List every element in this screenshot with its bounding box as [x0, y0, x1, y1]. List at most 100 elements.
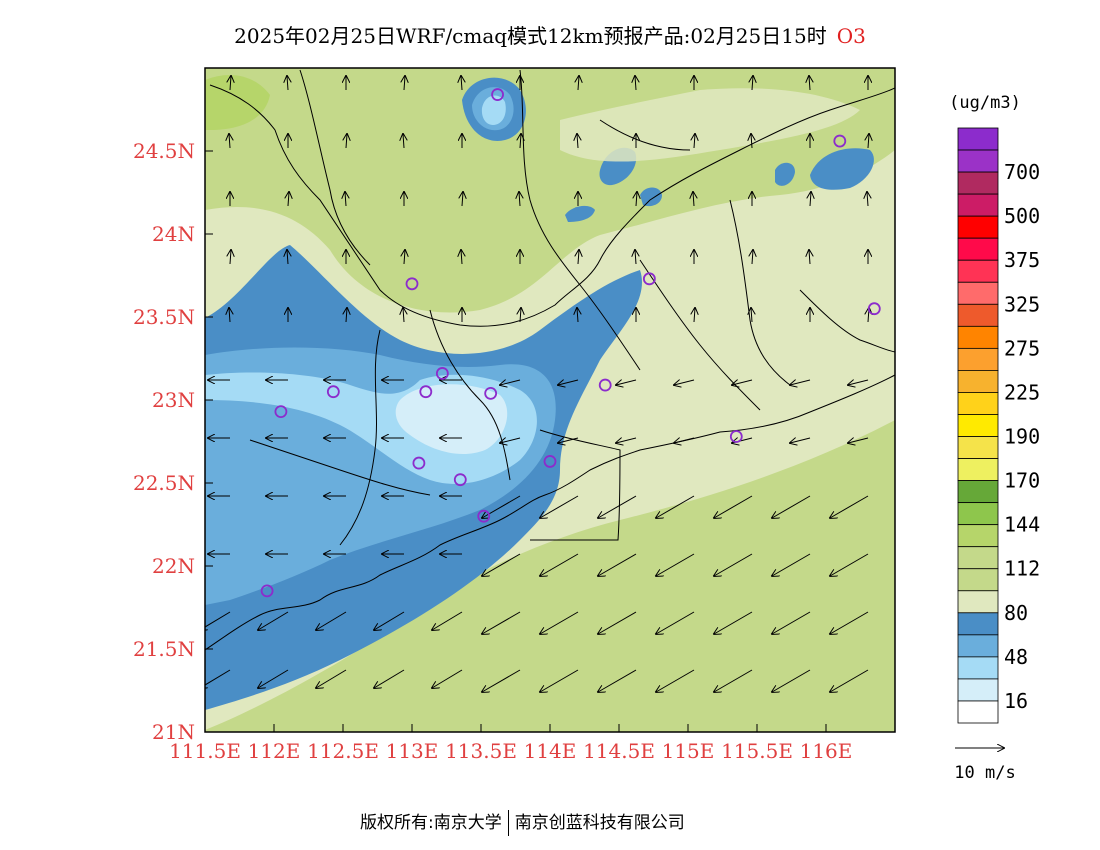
- station-marker: [833, 134, 847, 148]
- wind-arrow: [752, 250, 753, 265]
- y-tick-label: 23.5N: [133, 305, 195, 329]
- station-marker: [412, 456, 426, 470]
- x-tick-label: 112E: [248, 739, 301, 763]
- county-line-3: [639, 259, 761, 411]
- wind-arrow: [772, 669, 811, 692]
- wind-arrow: [790, 380, 811, 385]
- field-blob-mid: [565, 205, 595, 222]
- legend-swatch: [957, 414, 999, 437]
- wind-vectors: [205, 76, 869, 692]
- wind-arrow: [598, 669, 637, 692]
- legend-swatch: [957, 700, 999, 724]
- wind-arrow: [403, 308, 404, 323]
- wind-arrow: [346, 308, 347, 323]
- wind-arrow: [462, 192, 463, 207]
- x-tick-label: 111.5E: [169, 739, 241, 763]
- legend-swatch: [957, 370, 999, 393]
- wind-arrow: [693, 192, 694, 207]
- legend-label: 225: [1004, 380, 1040, 404]
- x-tick-label: 113.5E: [445, 739, 517, 763]
- wind-arrow: [656, 611, 695, 634]
- field-blob-ne3: [810, 148, 874, 190]
- station-marker: [543, 455, 557, 468]
- county-line-1: [299, 69, 371, 266]
- legend-label: 48: [1004, 645, 1028, 669]
- y-tick-label: 24N: [152, 222, 195, 246]
- wind-arrow: [258, 611, 289, 630]
- wind-arrow: [830, 611, 869, 634]
- wind-arrow: [346, 134, 347, 149]
- field-16-band: [395, 384, 508, 455]
- x-tick-label: 113E: [386, 739, 439, 763]
- station-marker: [260, 584, 274, 598]
- footer-right: 南京创蓝科技有限公司: [514, 813, 685, 833]
- wind-arrow: [674, 438, 695, 443]
- legend-label: 325: [1004, 292, 1040, 316]
- y-tick-label: 21.5N: [133, 637, 195, 661]
- wind-arrow: [714, 669, 753, 692]
- wind-arrow: [558, 438, 579, 443]
- legend-label: 700: [1004, 160, 1040, 184]
- legend-swatch: [957, 392, 999, 415]
- legend-swatch: [957, 524, 999, 548]
- legend-swatch: [957, 303, 999, 327]
- legend-swatch: [957, 480, 999, 504]
- legend-label: 16: [1004, 689, 1028, 713]
- legend-label: 500: [1004, 204, 1040, 228]
- station-marker: [729, 430, 743, 443]
- wind-arrow: [809, 250, 810, 265]
- wind-arrow: [540, 495, 579, 518]
- legend-swatch: [957, 656, 999, 680]
- title-text: 2025年02月25日WRF/cmaq模式12km预报产品:02月25日15时: [234, 24, 827, 48]
- wind-arrow: [848, 380, 869, 385]
- legend-label: 170: [1004, 469, 1040, 493]
- pollutant-label: O3: [836, 24, 866, 48]
- wind-arrow: [714, 495, 753, 518]
- y-axis: 21N 21.5N 22N 22.5N 23N 23.5N 24N 24.5N: [133, 139, 213, 744]
- county-line-9: [799, 289, 895, 353]
- x-tick-label: 112.5E: [307, 739, 379, 763]
- wind-arrow: [230, 250, 231, 265]
- wind-arrow: [404, 76, 405, 91]
- wind-arrow: [867, 192, 868, 207]
- wind-arrow: [482, 611, 521, 634]
- field-blob-ne4: [775, 162, 795, 186]
- legend-swatch: [957, 325, 999, 349]
- wind-arrow: [316, 669, 347, 688]
- legend-swatch: [957, 502, 999, 526]
- wind-reference-label: 10 m/s: [954, 763, 1015, 783]
- wind-arrow: [540, 553, 579, 576]
- wind-arrow: [598, 495, 637, 518]
- wind-arrow: [577, 308, 578, 323]
- x-axis: 111.5E 112E 112.5E 113E 113.5E 114E 114.5E 115E…: [169, 724, 852, 763]
- wind-arrow: [205, 611, 231, 630]
- wind-arrow: [578, 76, 579, 91]
- coastline: [205, 374, 895, 651]
- wind-arrow: [316, 611, 347, 630]
- station-marker: [484, 386, 498, 400]
- wind-arrow: [732, 380, 753, 385]
- figure-title: 2025年02月25日WRF/cmaq模式12km预报产品:02月25日15时 O…: [0, 20, 1100, 49]
- y-tick-label: 22N: [152, 554, 195, 578]
- wind-arrow: [751, 308, 752, 323]
- wind-arrow: [287, 250, 288, 265]
- wind-arrow: [656, 553, 695, 576]
- wind-arrow: [830, 553, 869, 576]
- wind-arrow: [635, 250, 636, 265]
- county-line-4: [339, 329, 381, 546]
- wind-arrow: [461, 250, 462, 265]
- field-north-patch: [560, 88, 860, 162]
- wind-arrow: [482, 553, 521, 576]
- station-marker: [598, 378, 612, 392]
- legend-swatch: [957, 436, 999, 459]
- station-marker: [405, 277, 419, 291]
- legend-label: 112: [1004, 557, 1040, 581]
- wind-arrow: [714, 553, 753, 576]
- wind-arrow: [432, 611, 463, 630]
- wind-arrow: [809, 76, 810, 91]
- station-marker: [419, 385, 433, 399]
- legend-swatch: [957, 546, 999, 570]
- wind-arrow: [714, 611, 753, 634]
- y-tick-label: 22.5N: [133, 471, 195, 495]
- legend-label: 275: [1004, 336, 1040, 360]
